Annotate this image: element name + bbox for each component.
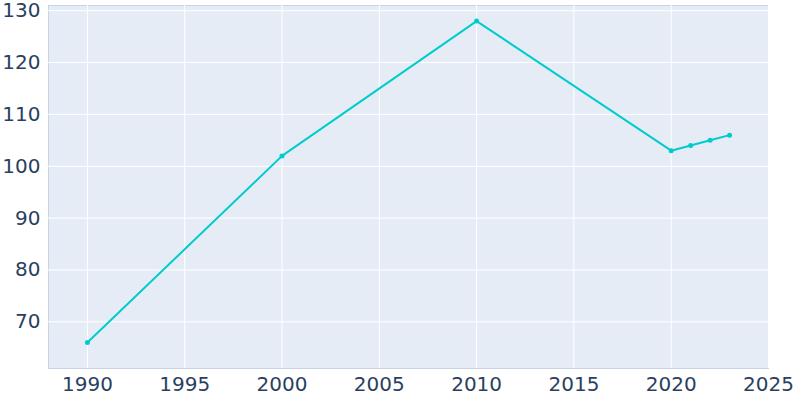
svg-text:1995: 1995 [159,372,210,396]
svg-text:90: 90 [15,206,40,230]
svg-text:70: 70 [15,309,40,333]
svg-text:100: 100 [2,154,40,178]
svg-text:130: 130 [2,0,40,22]
svg-text:2005: 2005 [354,372,405,396]
svg-text:2025: 2025 [743,372,794,396]
svg-text:120: 120 [2,50,40,74]
svg-text:110: 110 [2,102,40,126]
svg-text:2010: 2010 [451,372,502,396]
svg-text:1990: 1990 [62,372,113,396]
svg-text:2000: 2000 [257,372,308,396]
svg-text:2015: 2015 [548,372,599,396]
svg-text:80: 80 [15,257,40,281]
svg-text:2020: 2020 [646,372,697,396]
